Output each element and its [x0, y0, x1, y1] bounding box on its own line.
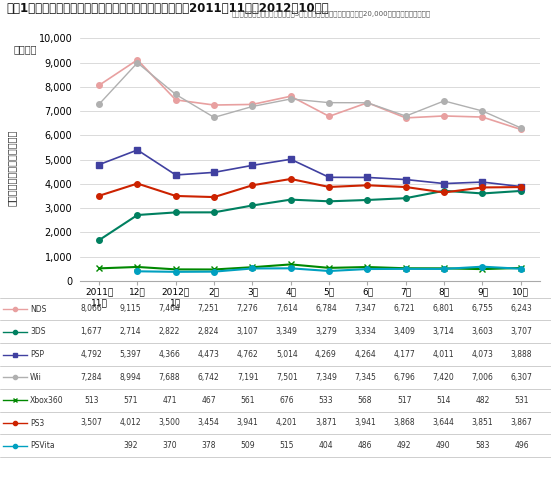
Text: 7,251: 7,251 — [198, 304, 219, 313]
Text: PSP: PSP — [30, 350, 44, 359]
Text: 392: 392 — [123, 441, 138, 450]
Text: 6,307: 6,307 — [511, 373, 532, 382]
Text: 3,334: 3,334 — [354, 327, 376, 336]
Text: 6,742: 6,742 — [198, 373, 219, 382]
Text: 3,603: 3,603 — [472, 327, 493, 336]
Text: 7,420: 7,420 — [433, 373, 454, 382]
Text: 583: 583 — [475, 441, 490, 450]
Text: 【調査時期】調査対象月の翌月第3週の週末　【サンプル数】毎月約20,000名　【人数単位】千人: 【調査時期】調査対象月の翌月第3週の週末 【サンプル数】毎月約20,000名 【… — [231, 11, 430, 17]
Text: 3,941: 3,941 — [354, 419, 376, 428]
Text: 490: 490 — [436, 441, 451, 450]
Text: 8,066: 8,066 — [80, 304, 102, 313]
Text: 4,366: 4,366 — [159, 350, 180, 359]
Text: 3,454: 3,454 — [198, 419, 219, 428]
Text: 7,345: 7,345 — [354, 373, 376, 382]
Text: 7,688: 7,688 — [159, 373, 180, 382]
Text: 467: 467 — [201, 396, 216, 405]
Text: 515: 515 — [279, 441, 294, 450]
Text: 3DS: 3DS — [30, 327, 46, 336]
Text: 3,409: 3,409 — [393, 327, 415, 336]
Text: 482: 482 — [475, 396, 490, 405]
Text: 9,115: 9,115 — [120, 304, 141, 313]
Text: 509: 509 — [240, 441, 255, 450]
Text: 3,500: 3,500 — [159, 419, 180, 428]
Text: 3,349: 3,349 — [276, 327, 298, 336]
Text: 676: 676 — [279, 396, 294, 405]
Text: 4,012: 4,012 — [120, 419, 141, 428]
Text: 492: 492 — [397, 441, 412, 450]
Text: PS3: PS3 — [30, 419, 44, 428]
Text: 5,397: 5,397 — [120, 350, 141, 359]
Text: 6,796: 6,796 — [393, 373, 415, 382]
Text: 514: 514 — [436, 396, 451, 405]
Text: アクティブゲームユーザー数: アクティブゲームユーザー数 — [7, 130, 17, 206]
Text: 4,177: 4,177 — [393, 350, 415, 359]
Text: 404: 404 — [318, 441, 333, 450]
Text: 3,871: 3,871 — [315, 419, 337, 428]
Text: Wii: Wii — [30, 373, 42, 382]
Text: 4,264: 4,264 — [354, 350, 376, 359]
Text: 378: 378 — [201, 441, 216, 450]
Text: 561: 561 — [240, 396, 255, 405]
Text: 3,868: 3,868 — [393, 419, 415, 428]
Text: 4,792: 4,792 — [80, 350, 102, 359]
Text: 571: 571 — [123, 396, 138, 405]
Text: 7,006: 7,006 — [472, 373, 493, 382]
Text: 496: 496 — [514, 441, 529, 450]
Text: 4,269: 4,269 — [315, 350, 337, 359]
Text: 7,191: 7,191 — [237, 373, 258, 382]
Text: 4,073: 4,073 — [472, 350, 493, 359]
Text: 513: 513 — [84, 396, 99, 405]
Text: 6,243: 6,243 — [511, 304, 532, 313]
Text: 568: 568 — [358, 396, 372, 405]
Text: 【図1】ゲーム専用機の年間アクティブユーザー数推移（2011年11月～2012年10月）: 【図1】ゲーム専用機の年間アクティブユーザー数推移（2011年11月～2012年… — [7, 2, 329, 15]
Text: 3,279: 3,279 — [315, 327, 337, 336]
Text: 7,347: 7,347 — [354, 304, 376, 313]
Text: 6,784: 6,784 — [315, 304, 337, 313]
Text: 3,707: 3,707 — [511, 327, 532, 336]
Text: 7,276: 7,276 — [237, 304, 258, 313]
Text: （千人）: （千人） — [14, 44, 37, 54]
Text: NDS: NDS — [30, 304, 46, 313]
Text: 7,614: 7,614 — [276, 304, 298, 313]
Text: 5,014: 5,014 — [276, 350, 298, 359]
Text: 533: 533 — [318, 396, 333, 405]
Text: 2,714: 2,714 — [120, 327, 141, 336]
Text: 4,762: 4,762 — [237, 350, 258, 359]
Text: 8,994: 8,994 — [120, 373, 141, 382]
Text: 1,677: 1,677 — [80, 327, 102, 336]
Text: 2,822: 2,822 — [159, 327, 180, 336]
Text: 3,714: 3,714 — [433, 327, 454, 336]
Text: 3,107: 3,107 — [237, 327, 258, 336]
Text: 486: 486 — [358, 441, 372, 450]
Text: 2,824: 2,824 — [198, 327, 219, 336]
Text: 3,888: 3,888 — [511, 350, 532, 359]
Text: 3,867: 3,867 — [511, 419, 532, 428]
Text: 3,507: 3,507 — [80, 419, 102, 428]
Text: 517: 517 — [397, 396, 412, 405]
Text: 4,011: 4,011 — [433, 350, 454, 359]
Text: 7,464: 7,464 — [159, 304, 180, 313]
Text: 4,473: 4,473 — [198, 350, 219, 359]
Text: 370: 370 — [162, 441, 177, 450]
Text: Xbox360: Xbox360 — [30, 396, 64, 405]
Text: 6,721: 6,721 — [393, 304, 415, 313]
Text: 3,644: 3,644 — [433, 419, 454, 428]
Text: 6,801: 6,801 — [433, 304, 454, 313]
Text: 3,941: 3,941 — [237, 419, 258, 428]
Text: 6,755: 6,755 — [472, 304, 493, 313]
Text: 531: 531 — [514, 396, 529, 405]
Text: PSVita: PSVita — [30, 441, 55, 450]
Text: 7,284: 7,284 — [80, 373, 102, 382]
Text: 7,349: 7,349 — [315, 373, 337, 382]
Text: 471: 471 — [162, 396, 177, 405]
Text: 7,501: 7,501 — [276, 373, 298, 382]
Text: 3,851: 3,851 — [472, 419, 493, 428]
Text: 4,201: 4,201 — [276, 419, 298, 428]
